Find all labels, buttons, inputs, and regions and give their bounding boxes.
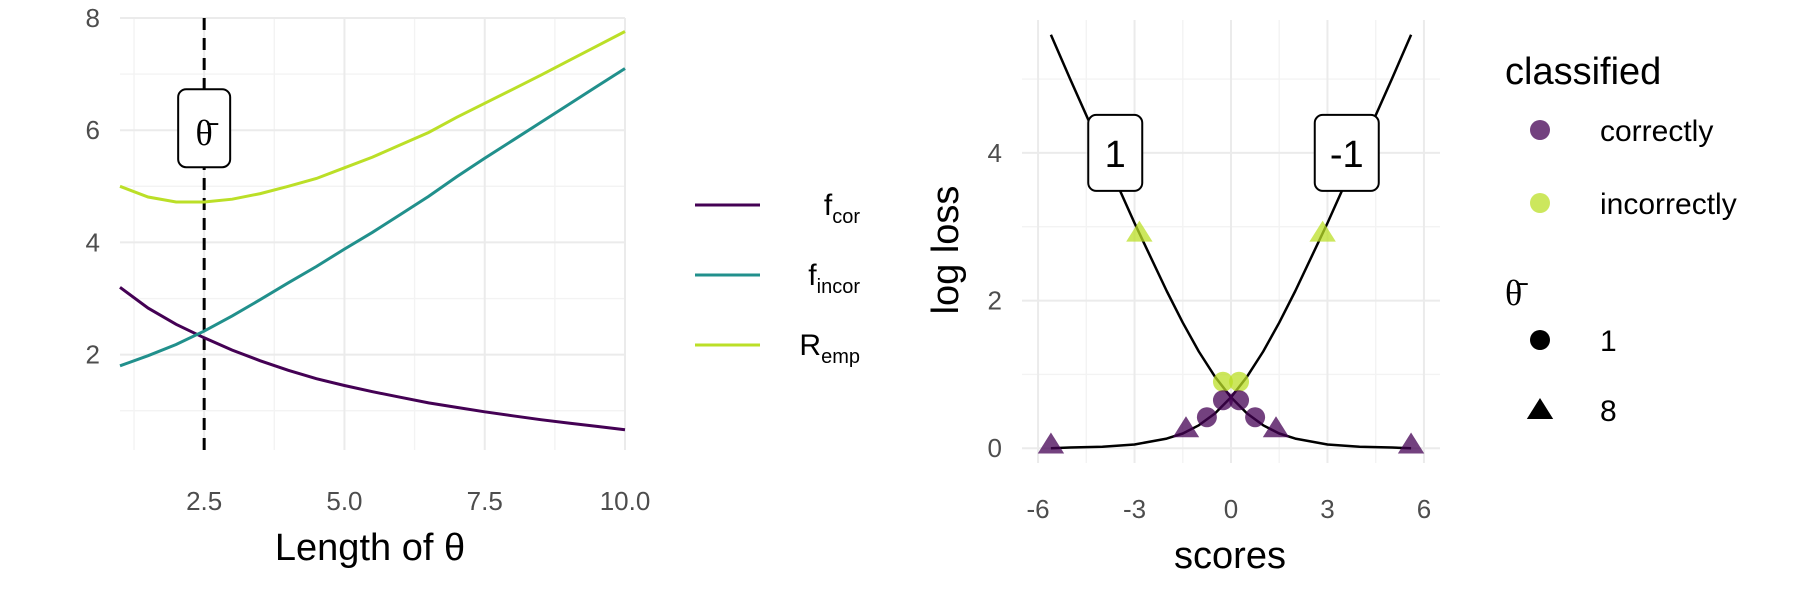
theta-bar-annotation: θ̄ xyxy=(177,88,232,169)
x-tick-label: 7.5 xyxy=(467,486,503,516)
right-points xyxy=(1037,220,1425,454)
legend-label: fincor xyxy=(808,259,860,298)
legend-label: fcor xyxy=(824,189,860,228)
y-tick-label: 2 xyxy=(86,340,100,370)
legend-label-shape: 1 xyxy=(1600,325,1617,358)
x-tick-label: 2.5 xyxy=(186,486,222,516)
point-triangle-correctly xyxy=(1172,416,1200,438)
right-y-axis-title: log loss xyxy=(925,186,967,315)
legend-label-shape: 8 xyxy=(1600,395,1617,428)
left-x-tick-labels: 2.5 5.0 7.5 10.0 xyxy=(186,486,650,516)
y-tick-label: 6 xyxy=(86,115,100,145)
x-tick-label: 6 xyxy=(1417,494,1431,524)
point-circle-incorrectly xyxy=(1229,371,1250,392)
right-y-tick-labels: 0 2 4 xyxy=(988,138,1002,463)
right-curve-labels: 1 -1 xyxy=(1087,113,1380,192)
point-circle-correctly xyxy=(1229,390,1250,411)
curve-label-text: 1 xyxy=(1105,134,1126,176)
right-x-tick-labels: -6 -3 0 3 6 xyxy=(1027,494,1432,524)
legend-shape-entries: 18 xyxy=(1526,325,1617,428)
left-chart: θ̄ 2.5 5.0 7.5 10.0 2 4 6 8 Length of θ xyxy=(86,3,651,569)
x-tick-label: -6 xyxy=(1027,494,1050,524)
legend-title-classified: classified xyxy=(1505,51,1661,93)
point-triangle-incorrectly xyxy=(1126,220,1153,242)
series-line-f-incor xyxy=(119,67,626,368)
legend-key-circle xyxy=(1530,330,1550,350)
legend-label: Remp xyxy=(799,329,860,368)
legend-title-theta: θ̄ xyxy=(1505,273,1528,313)
curve-label-box xyxy=(1313,113,1380,192)
x-tick-label: -3 xyxy=(1123,494,1146,524)
point-triangle-correctly xyxy=(1262,416,1290,438)
point-circle-correctly xyxy=(1212,390,1233,411)
point-circle-correctly xyxy=(1196,407,1217,428)
curve-label-text: -1 xyxy=(1330,134,1364,176)
y-tick-label: 8 xyxy=(86,3,100,33)
legend-key-incorrectly xyxy=(1530,193,1550,213)
point-triangle-correctly xyxy=(1037,432,1065,454)
x-tick-label: 0 xyxy=(1224,494,1238,524)
x-tick-label: 3 xyxy=(1320,494,1334,524)
left-series-lines xyxy=(119,30,626,432)
y-tick-label: 4 xyxy=(86,227,100,257)
annotation-box xyxy=(177,88,232,169)
y-tick-label: 2 xyxy=(988,286,1002,316)
right-x-axis-title: scores xyxy=(1174,535,1286,577)
y-tick-label: 0 xyxy=(988,433,1002,463)
point-circle-incorrectly xyxy=(1212,371,1233,392)
legend-label-incorrectly: incorrectly xyxy=(1600,188,1737,221)
x-tick-label: 10.0 xyxy=(600,486,651,516)
point-triangle-correctly xyxy=(1397,432,1425,454)
legend-key-triangle xyxy=(1526,398,1554,419)
left-x-axis-title: Length of θ xyxy=(275,527,465,569)
y-tick-label: 4 xyxy=(988,138,1002,168)
left-legend: fcor fincor Remp xyxy=(695,189,860,368)
series-line-f-cor xyxy=(119,286,626,432)
right-chart: 1 -1 -6 -3 0 3 6 0 2 4 scores log loss xyxy=(925,20,1440,577)
x-tick-label: 5.0 xyxy=(326,486,362,516)
left-y-tick-labels: 2 4 6 8 xyxy=(86,3,100,370)
point-circle-correctly xyxy=(1245,407,1266,428)
legend-color-entries: correctly incorrectly xyxy=(1530,115,1737,221)
series-line-R-emp xyxy=(119,30,626,204)
point-triangle-incorrectly xyxy=(1309,220,1336,242)
legend-key-correctly xyxy=(1530,120,1550,140)
curve-label-box xyxy=(1087,113,1144,192)
legend-label-correctly: correctly xyxy=(1600,115,1713,148)
